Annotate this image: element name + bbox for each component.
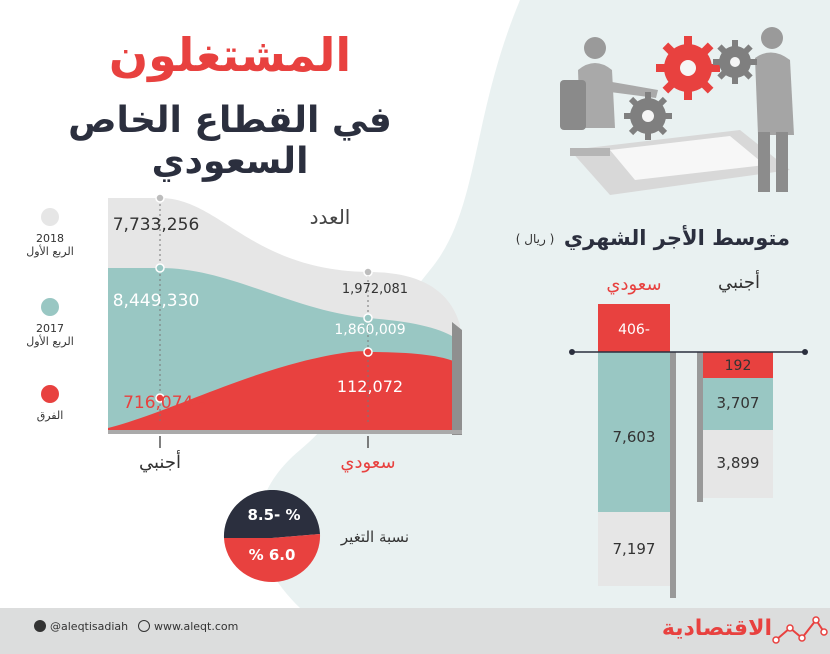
wage-label-saudi-diff: 406-	[618, 322, 650, 338]
footer-twitter-handle[interactable]: @aleqtisadiah	[50, 620, 129, 633]
wage-label-saudi-2018: 7,197	[613, 540, 656, 558]
legend-quarter-2018: الربع الأول	[26, 245, 74, 258]
legend-swatch-2018	[41, 208, 59, 226]
wage-bar-foreign-diff	[703, 352, 773, 378]
dot-foreign-2017	[155, 263, 165, 273]
legend-diff: الفرق	[20, 385, 80, 422]
legend-quarter-2017: الربع الأول	[26, 335, 74, 348]
wage-bar-chart: 406- 7,603 7,197 192 3,707 3,899	[569, 304, 808, 598]
wage-zero-dot-right	[802, 349, 808, 355]
wage-bar-saudi-diff	[598, 304, 670, 352]
label-foreign-diff: 716,074 -	[123, 393, 205, 413]
wage-label-foreign-2017: 3,707	[717, 394, 760, 412]
wage-label-foreign-2018: 3,899	[717, 454, 760, 472]
wage-bar-saudi-shadow	[670, 352, 676, 598]
brand-logo: الاقتصادية	[661, 616, 772, 641]
title-line2: في القطاع الخاص السعودي	[68, 100, 392, 182]
count-area-chart: العدد 7,733,256 8,449,330 716,074 - 1,97…	[108, 193, 462, 448]
title-line1: المشتغلون	[108, 28, 352, 82]
wage-zero-dot-left	[569, 349, 575, 355]
label-foreign-2017: 8,449,330	[113, 291, 200, 311]
dot-saudi-2018	[363, 267, 373, 277]
dot-foreign-2018	[155, 193, 165, 203]
legend-2017: 2017 الربع الأول	[20, 298, 80, 348]
pie-label-foreign: 8.5- %	[247, 506, 300, 524]
wage-bar-foreign-2017	[703, 378, 773, 430]
dot-saudi-2017	[363, 313, 373, 323]
legend-swatch-diff	[41, 385, 59, 403]
dot-saudi-diff	[363, 347, 373, 357]
legend-year-2018: 2018	[36, 232, 64, 245]
wage-unit: ( ريال )	[515, 232, 555, 246]
wage-bar-saudi-2018	[598, 512, 670, 586]
wage-bar-saudi-2017	[598, 352, 670, 512]
pie-label-saudi: % 6.0	[249, 546, 296, 564]
wage-column-saudi: سعودي	[606, 274, 662, 295]
wage-label-foreign-diff: 192	[725, 358, 752, 374]
area-edge	[452, 322, 462, 435]
label-saudi-2018: 1,972,081	[342, 282, 408, 297]
legend-label-diff: الفرق	[36, 409, 64, 422]
change-rate-label: نسبة التغير	[340, 528, 410, 546]
count-heading: العدد	[310, 205, 351, 229]
dot-foreign-diff	[155, 393, 165, 403]
brand-trend-icon	[772, 616, 828, 644]
category-foreign: أجنبي	[139, 452, 181, 473]
pie-slice-saudi	[224, 534, 321, 583]
pie-slice-foreign	[223, 490, 320, 538]
area-diff	[108, 351, 456, 430]
wage-column-foreign: أجنبي	[718, 272, 760, 293]
label-saudi-2017: 1,860,009	[334, 322, 405, 338]
label-saudi-diff: 112,072	[337, 377, 403, 396]
legend-swatch-2017	[41, 298, 59, 316]
workers-gears-illustration	[560, 27, 794, 195]
wage-bar-foreign-2018	[703, 430, 773, 498]
footer-bar: @aleqtisadiah www.aleqt.com الاقتصادية	[0, 608, 830, 654]
wage-bar-foreign-shadow	[697, 352, 703, 502]
change-rate-pie: 8.5- % % 6.0	[223, 490, 321, 583]
category-saudi: سعودي	[340, 452, 396, 473]
wage-label-saudi-2017: 7,603	[613, 428, 656, 446]
footer-website[interactable]: www.aleqt.com	[154, 620, 239, 633]
label-foreign-2018: 7,733,256	[113, 215, 200, 235]
legend-year-2017: 2017	[36, 322, 64, 335]
wage-heading: متوسط الأجر الشهري	[563, 226, 790, 250]
legend-2018: 2018 الربع الأول	[20, 208, 80, 258]
twitter-icon	[34, 620, 46, 632]
globe-icon	[138, 620, 150, 632]
